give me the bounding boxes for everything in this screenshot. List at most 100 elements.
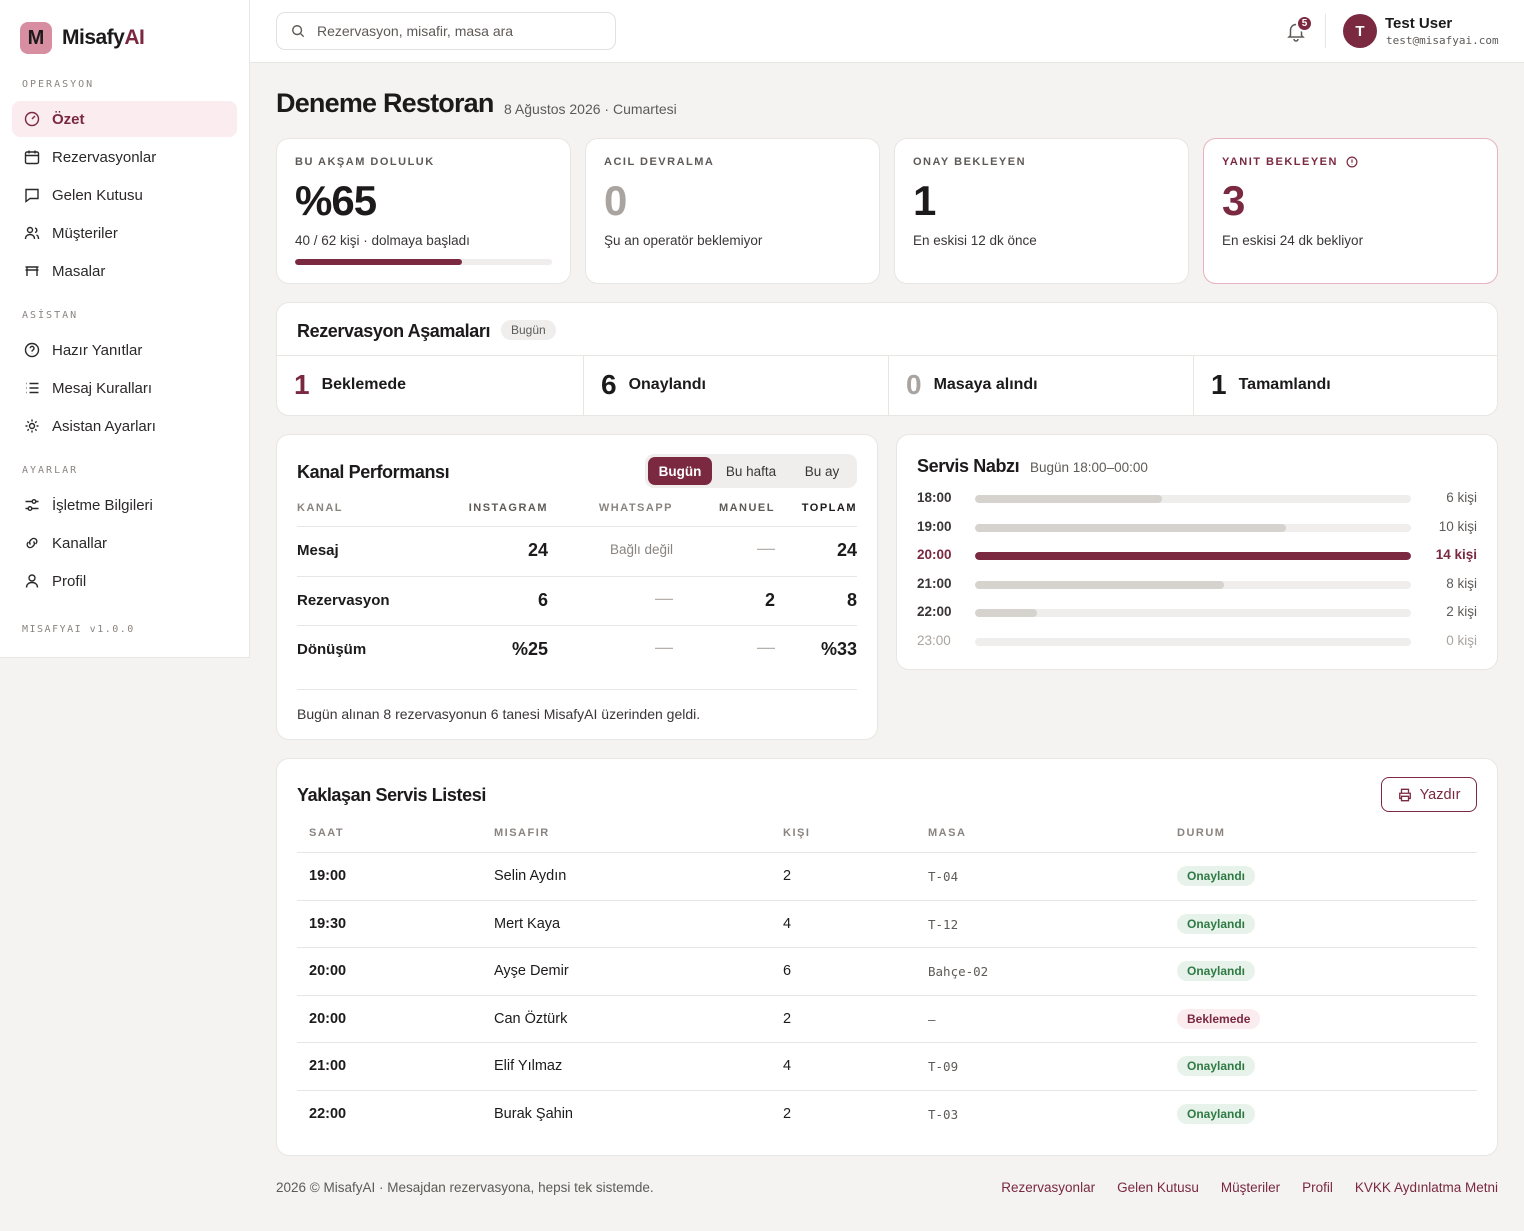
search-input[interactable]	[317, 23, 597, 39]
kpi-label: ONAY BEKLEYEN	[913, 156, 1027, 168]
occupancy-progress-fill	[295, 259, 463, 265]
nav-section-ayarlar: AYARLAR	[22, 465, 79, 476]
stage-seated[interactable]: 0 Masaya alındı	[888, 355, 1193, 415]
print-button[interactable]: Yazdır	[1381, 777, 1477, 812]
avatar[interactable]: T	[1343, 14, 1377, 48]
column-header: MANUEL	[718, 502, 775, 514]
pulse-bar	[975, 609, 1038, 617]
pulse-bar	[975, 580, 1225, 589]
stages-title: Rezervasyon Aşamaları	[297, 321, 491, 341]
sidebar-item-ozet[interactable]: Özet	[12, 101, 237, 137]
sidebar-item-musteriler[interactable]: Müşteriler	[12, 215, 237, 251]
stage-confirmed[interactable]: 6 Onaylandı	[583, 355, 888, 415]
column-header: KANAL	[297, 502, 343, 514]
column-header: KIŞI	[783, 827, 811, 839]
pulse-row: 20:00 14 kişi	[917, 542, 1477, 570]
table-row[interactable]: 21:00 Elif Yılmaz 4 T-09 Onaylandı	[297, 1042, 1477, 1090]
stages-divider	[277, 355, 1497, 356]
footer-link-kvkk[interactable]: KVKK Aydınlatma Metni	[1354, 1180, 1498, 1195]
kpi-value: %65	[295, 177, 377, 224]
pulse-row: 21:00 8 kişi	[917, 571, 1477, 599]
channel-divider	[297, 689, 857, 690]
table-row[interactable]: 22:00 Burak Şahin 2 T-03 Onaylandı	[297, 1089, 1477, 1138]
sidebar-item-asistan-ayarlari[interactable]: Asistan Ayarları	[12, 408, 237, 444]
stage-completed[interactable]: 1 Tamamlandı	[1193, 355, 1498, 415]
notification-badge: 5	[1296, 15, 1313, 32]
sidebar-item-kanallar[interactable]: Kanallar	[12, 525, 237, 561]
total-value: 24	[836, 540, 857, 560]
table-row: Mesaj 24 Bağlı değil — 24	[297, 526, 857, 575]
table-code: T-12	[928, 916, 959, 932]
tab-bugun[interactable]: Bugün	[648, 457, 712, 485]
pulse-count: 8 kişi	[1446, 575, 1477, 591]
footer-link-musteriler[interactable]: Müşteriler	[1220, 1180, 1281, 1195]
help-circle-icon	[24, 342, 40, 358]
kpi-card-reply[interactable]: YANIT BEKLEYEN 3 En eskisi 24 dk bekliyo…	[1203, 138, 1498, 284]
sidebar-item-gelen-kutusu[interactable]: Gelen Kutusu	[12, 177, 237, 213]
pulse-bar-track	[975, 637, 1411, 646]
reservation-time: 20:00	[309, 1010, 347, 1027]
channel-note: Bugün alınan 8 rezervasyonun 6 tanesi Mi…	[297, 706, 701, 722]
kpi-value: 3	[1222, 177, 1245, 224]
stage-label: Masaya alındı	[933, 376, 1038, 393]
app-version: MISAFYAI v1.0.0	[22, 624, 135, 635]
kpi-sub: Şu an operatör beklemiyor	[604, 233, 763, 248]
table-row[interactable]: 20:00 Ayşe Demir 6 Bahçe-02 Onaylandı	[297, 947, 1477, 995]
pulse-bar	[975, 523, 1287, 532]
total-value: %33	[820, 639, 857, 659]
reservation-time: 20:00	[309, 963, 347, 979]
tab-bu-hafta[interactable]: Bu hafta	[725, 463, 777, 479]
reservation-time: 19:30	[309, 915, 347, 932]
manuel-value: —	[757, 538, 775, 558]
stage-pending[interactable]: 1 Beklemede	[277, 355, 583, 415]
stage-count: 6	[601, 369, 617, 400]
reservation-time: 22:00	[309, 1105, 347, 1122]
status-badge: Onaylandı	[1177, 1056, 1256, 1076]
kpi-label: BU AKŞAM DOLULUK	[295, 156, 435, 168]
table-row[interactable]: 20:00 Can Öztürk 2 — Beklemede	[297, 994, 1477, 1043]
pulse-time: 21:00	[917, 575, 952, 591]
info-icon	[1346, 156, 1358, 168]
pulse-bar-track	[975, 609, 1411, 617]
tab-bu-ay[interactable]: Bu ay	[804, 463, 840, 479]
status-badge: Onaylandı	[1177, 913, 1256, 934]
sidebar-item-hazir-yanitlar[interactable]: Hazır Yanıtlar	[12, 332, 237, 368]
pulse-time: 22:00	[917, 604, 952, 619]
pulse-time: 19:00	[917, 518, 952, 534]
kpi-card-urgent: ACIL DEVRALMA 0 Şu an operatör beklemiyo…	[585, 138, 880, 284]
instagram-value: 6	[537, 590, 548, 610]
instagram-value: 24	[527, 540, 548, 560]
kpi-sub: En eskisi 24 dk bekliyor	[1222, 233, 1364, 248]
guest-name: Can Öztürk	[494, 1010, 568, 1027]
sidebar-item-rezervasyonlar[interactable]: Rezervasyonlar	[12, 139, 237, 175]
footer-link-profil[interactable]: Profil	[1302, 1180, 1333, 1195]
table-row[interactable]: 19:00 Selin Aydın 2 T-04 Onaylandı	[297, 852, 1477, 900]
nav-section-asistan: ASİSTAN	[22, 310, 79, 321]
manuel-value: —	[757, 637, 775, 657]
pulse-bar	[975, 495, 1162, 503]
pulse-time: 20:00	[917, 547, 952, 562]
search-box[interactable]	[276, 12, 616, 50]
user-email: test@misafyai.com	[1386, 34, 1499, 47]
link-icon	[26, 537, 38, 549]
reservation-stages-card: Rezervasyon Aşamaları Bugün 1 Beklemede …	[276, 302, 1498, 416]
sidebar-item-profil[interactable]: Profil	[12, 563, 237, 599]
stage-count: 1	[1211, 369, 1227, 400]
party-size: 4	[783, 915, 792, 932]
sidebar-item-masalar[interactable]: Masalar	[12, 253, 237, 289]
pulse-count: 0 kişi	[1446, 632, 1477, 648]
chat-icon	[25, 188, 39, 203]
kpi-value: 1	[913, 177, 936, 224]
table-code: T-04	[928, 869, 959, 884]
table-code: T-09	[928, 1059, 959, 1074]
sliders-icon	[25, 499, 39, 511]
table-row[interactable]: 19:30 Mert Kaya 4 T-12 Onaylandı	[297, 899, 1477, 948]
footer-link-rezervasyonlar[interactable]: Rezervasyonlar	[1001, 1180, 1096, 1195]
brand-logo[interactable]: M MisafyAI	[20, 22, 145, 54]
sidebar-item-isletme-bilgileri[interactable]: İşletme Bilgileri	[12, 487, 237, 523]
sidebar-item-mesaj-kurallari[interactable]: Mesaj Kuralları	[12, 370, 237, 406]
user-name[interactable]: Test User	[1385, 15, 1453, 32]
column-header: INSTAGRAM	[468, 502, 548, 514]
footer-link-gelen-kutusu[interactable]: Gelen Kutusu	[1117, 1180, 1199, 1195]
table-icon	[25, 266, 39, 276]
